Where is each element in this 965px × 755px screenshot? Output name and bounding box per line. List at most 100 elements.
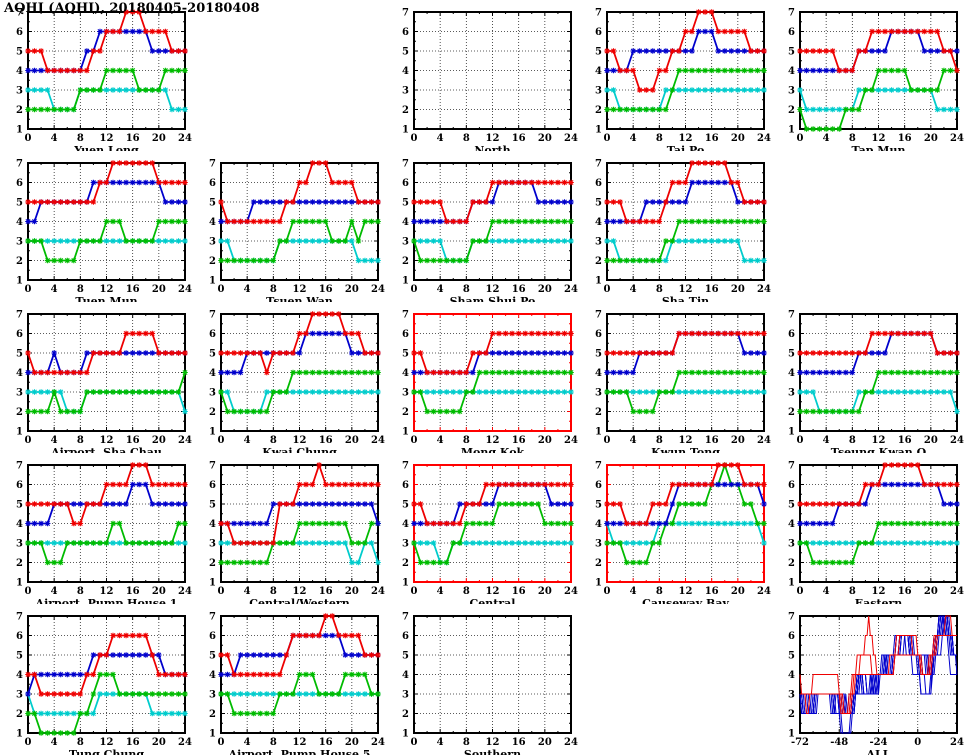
data-series [604, 9, 767, 113]
svg-text:4: 4 [823, 435, 830, 446]
svg-text:16: 16 [705, 586, 719, 597]
svg-text:6: 6 [16, 27, 23, 38]
svg-text:1: 1 [209, 276, 216, 287]
svg-text:12: 12 [293, 737, 307, 748]
svg-text:8: 8 [849, 133, 856, 144]
svg-text:8: 8 [270, 435, 277, 446]
svg-text:2: 2 [402, 105, 409, 116]
svg-text:0: 0 [411, 284, 418, 295]
svg-text:6: 6 [16, 631, 23, 642]
svg-text:5: 5 [209, 349, 216, 360]
svg-text:6: 6 [209, 631, 216, 642]
svg-text:4: 4 [16, 368, 23, 379]
svg-text:1: 1 [16, 125, 23, 136]
svg-text:8: 8 [656, 133, 663, 144]
data-series [411, 330, 574, 415]
station-title: Tuen Mun [75, 295, 137, 302]
svg-text:24: 24 [178, 284, 192, 295]
svg-text:5: 5 [16, 349, 23, 360]
svg-text:5: 5 [16, 651, 23, 662]
svg-text:20: 20 [731, 586, 745, 597]
svg-text:12: 12 [679, 435, 693, 446]
svg-text:12: 12 [486, 737, 500, 748]
svg-text:3: 3 [595, 539, 602, 550]
svg-text:24: 24 [950, 133, 964, 144]
chart-tung-chung: 1 2 3 4 5 6 7 0 4 8 12 16 20 24 Tung Chung [0, 604, 193, 755]
station-title: Kwai Chung [262, 446, 337, 453]
svg-text:3: 3 [788, 388, 795, 399]
svg-text:2: 2 [402, 709, 409, 720]
data-series [218, 613, 381, 717]
chart-north: 1 2 3 4 5 6 7 0 4 8 12 16 20 24 North [386, 0, 579, 158]
svg-text:7: 7 [402, 310, 409, 321]
svg-text:6: 6 [595, 329, 602, 340]
svg-text:6: 6 [402, 27, 409, 38]
svg-text:7: 7 [788, 8, 795, 19]
svg-text:8: 8 [463, 284, 470, 295]
svg-text:20: 20 [345, 435, 359, 446]
gridlines [414, 12, 571, 129]
svg-text:8: 8 [77, 133, 84, 144]
svg-text:7: 7 [16, 461, 23, 472]
svg-text:4: 4 [437, 284, 444, 295]
svg-text:12: 12 [872, 133, 886, 144]
svg-text:4: 4 [595, 66, 602, 77]
svg-text:-24: -24 [869, 737, 887, 748]
svg-text:0: 0 [25, 284, 32, 295]
svg-text:12: 12 [872, 435, 886, 446]
svg-text:0: 0 [218, 435, 225, 446]
all-plot: 1 2 3 4 5 6 7 -72 -48 -24 0 24 ALL [788, 612, 964, 755]
svg-text:3: 3 [402, 86, 409, 97]
svg-text:24: 24 [757, 133, 771, 144]
svg-text:4: 4 [437, 586, 444, 597]
svg-text:4: 4 [823, 133, 830, 144]
svg-text:20: 20 [924, 133, 938, 144]
chart-southern: 1 2 3 4 5 6 7 0 4 8 12 16 20 24 Southern [386, 604, 579, 755]
svg-text:5: 5 [402, 47, 409, 58]
svg-text:6: 6 [402, 329, 409, 340]
svg-text:7: 7 [595, 310, 602, 321]
svg-text:1: 1 [16, 427, 23, 438]
svg-text:24: 24 [564, 133, 578, 144]
chart-central-western: 1 2 3 4 5 6 7 0 4 8 12 16 20 24 Central/Western [193, 453, 386, 611]
svg-text:1: 1 [209, 427, 216, 438]
svg-text:3: 3 [16, 539, 23, 550]
svg-text:8: 8 [77, 284, 84, 295]
svg-text:24: 24 [371, 435, 385, 446]
svg-text:2: 2 [16, 558, 23, 569]
data-series [411, 179, 574, 264]
axis-labels: 1 2 3 4 5 6 7 -72 -48 -24 0 24 [788, 612, 964, 749]
svg-text:16: 16 [512, 133, 526, 144]
svg-text:1: 1 [788, 578, 795, 589]
svg-text:1: 1 [595, 125, 602, 136]
svg-text:24: 24 [371, 586, 385, 597]
chart-tap-mun: 1 2 3 4 5 6 7 0 4 8 12 16 20 24 Tap Mun [772, 0, 965, 158]
svg-text:12: 12 [679, 586, 693, 597]
svg-text:4: 4 [402, 519, 409, 530]
chart-sham-shui-po: 1 2 3 4 5 6 7 0 4 8 12 16 20 24 Sham Shui Po [386, 151, 579, 309]
data-series [218, 311, 381, 415]
svg-text:12: 12 [100, 133, 114, 144]
svg-text:5: 5 [209, 651, 216, 662]
svg-text:7: 7 [209, 612, 216, 623]
chart-airport-pump-house-5: 1 2 3 4 5 6 7 0 4 8 12 16 20 24 Airport, Pump House 5 [193, 604, 386, 755]
svg-text:12: 12 [679, 133, 693, 144]
svg-text:2: 2 [209, 709, 216, 720]
chart-eastern: 1 2 3 4 5 6 7 0 4 8 12 16 20 24 Eastern [772, 453, 965, 611]
svg-text:1: 1 [402, 125, 409, 136]
chart-tuen-mun: 1 2 3 4 5 6 7 0 4 8 12 16 20 24 Tuen Mun [0, 151, 193, 309]
svg-text:0: 0 [218, 586, 225, 597]
svg-text:4: 4 [209, 368, 216, 379]
svg-text:1: 1 [788, 729, 795, 740]
svg-text:20: 20 [152, 586, 166, 597]
svg-text:3: 3 [209, 237, 216, 248]
